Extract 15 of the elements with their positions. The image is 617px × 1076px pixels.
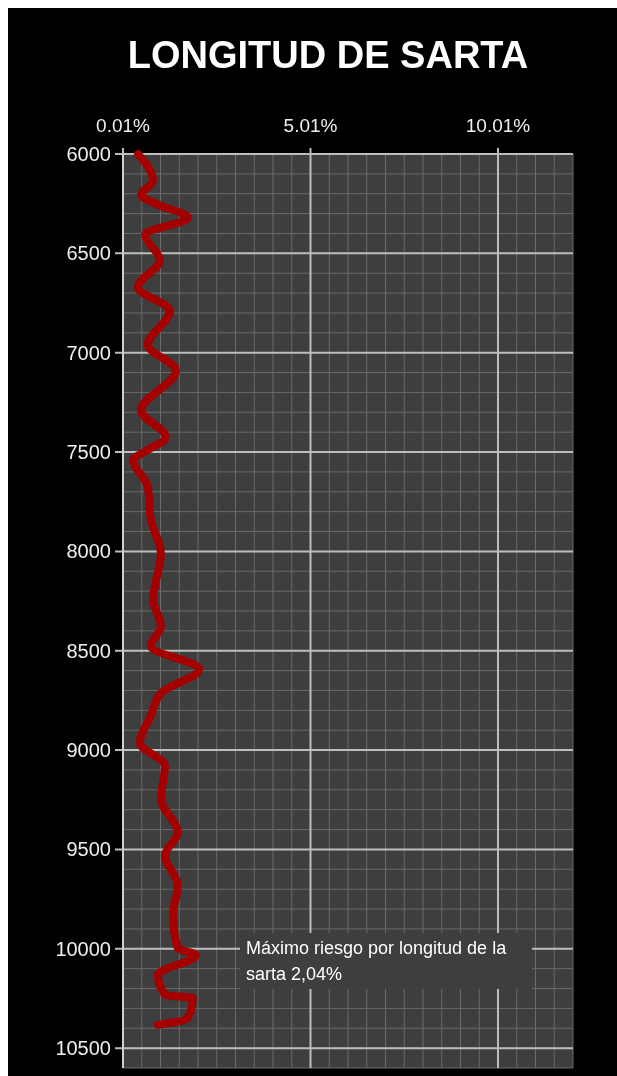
x-tick-label: 5.01% [283,115,338,136]
y-tick-label: 9000 [66,739,111,762]
x-tick-label: 10.01% [465,115,531,136]
y-tick-label: 10500 [55,1037,111,1060]
y-tick-label: 6000 [66,143,111,165]
chart-title: LONGITUD DE SARTA [127,34,529,76]
y-tick-label: 6500 [66,242,111,265]
y-tick-label: 8000 [66,540,111,563]
y-tick-label: 8500 [66,639,111,662]
y-tick-label: 9500 [66,838,111,861]
y-tick-label: 10000 [55,937,111,960]
x-tick-label: 0.01% [96,115,151,136]
y-tick-label: 7000 [66,341,111,364]
annotation: Máximo riesgo por longitud de la sarta 2,04% [240,932,532,989]
y-tick-label: 7500 [66,441,111,464]
